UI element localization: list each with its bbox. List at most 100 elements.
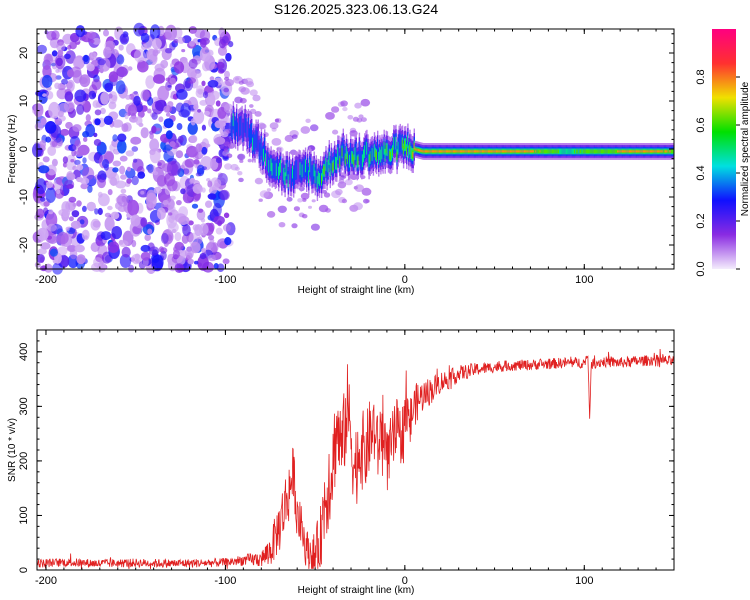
spectrogram-ridge-cell [389,151,392,160]
spectrogram-ridge-cell [621,150,623,153]
spectrogram-noise-cell [104,40,116,51]
spectrogram-ridge-cell [386,143,389,157]
spectrogram-noise-cell [127,104,138,116]
spectrogram-noise-cell [76,254,86,265]
spectrogram-ridge-cell [520,150,522,153]
spectrogram-ridge-cell [440,150,442,153]
spectrogram-ridge-cell [533,150,535,153]
spectrogram-ridge-cell [422,150,424,153]
spectrogram-ridge-cell [459,150,462,153]
spectrogram-noise-cell [193,109,205,125]
spectrogram-ridge-cell [539,150,541,153]
spectrogram-noise-cell [153,74,165,84]
spectrogram-noise-cell [36,254,45,263]
spectrogram-ridge-cell [603,149,605,154]
spectrogram-ridge-cell [638,150,640,153]
spectrogram-ridge-cell [668,150,671,153]
spectrogram-noise-cell [165,130,173,140]
spectrogram-noise-cell [140,244,151,253]
spectrogram-ridge-cell [298,154,300,182]
spectrogram-ridge-cell [414,148,417,151]
spectrogram-ridge-cell [358,141,361,161]
spectrogram-noise-cell [45,90,54,100]
spectrogram-noise-cell [76,164,84,171]
spectrogram-ridge-cell [500,150,503,153]
spectrogram-noise-cell [190,70,202,79]
spectrogram-noise-cell [104,82,113,93]
spectrogram-noise-cell [151,254,164,271]
spectrogram-noise-cell [214,136,226,145]
spectrogram-noise-cell [300,126,311,134]
spectrogram-ridge-cell [449,150,451,153]
spectrogram-noise-cell [149,24,161,40]
spectrogram-noise-cell [70,220,82,229]
spectrogram-noise-cell [335,188,343,196]
spectrogram-noise-cell [68,196,77,203]
spectrogram-noise-cell [249,104,254,108]
spectrogram-ridge-cell [565,148,567,155]
spectrogram-noise-cell [140,217,148,228]
spectrogram-ridge-cell [310,157,312,178]
spectrogram-noise-cell [125,150,135,157]
spectrogram-ridge-cell [330,151,333,172]
spectrogram-noise-cell [35,178,47,195]
spectrogram-noise-cell [112,160,122,167]
spectrogram-noise-cell [189,135,198,143]
spectrogram-noise-cell [76,104,85,115]
spectrogram-ridge-cell [338,144,340,164]
spectrogram-ridge-cell [573,148,575,155]
spectrogram-ridge-cell [458,150,461,153]
spectrogram-noise-cell [185,246,194,260]
spectrogram-noise-cell [266,188,271,192]
spectrogram-ridge-cell [430,150,433,153]
spectrogram-noise-cell [187,258,194,265]
spectrogram-ridge-cell [547,149,549,154]
spectrogram-noise-cell [187,77,196,84]
spectrogram-ridge-cell [322,168,324,182]
spectrogram-noise-cell [176,255,186,265]
spectrogram-ridge-cell [662,150,664,153]
spectrogram-ridge-cell [548,149,550,154]
spectrogram-noise-cell [238,177,244,183]
spectrogram-noise-cell [111,226,122,240]
spectrogram-noise-cell [131,240,137,248]
spectrogram-noise-cell [74,159,81,165]
spectrogram-ridge-cell [492,150,494,153]
spectrogram-ridge-cell [304,159,307,173]
spectrogram-ridge-cell [578,148,580,155]
spectrogram-noise-cell [93,139,102,146]
spectrogram-ridge-cell [332,162,335,171]
spectrogram-noise-cell [254,111,262,117]
spectrogram-ridge-cell [436,150,438,153]
spectrogram-noise-cell [224,237,232,246]
spectrogram-ridge-cell [491,150,493,153]
spectrogram-ridge-cell [457,150,460,153]
spectrogram-ridge-cell [388,151,391,160]
spectrogram-noise-cell [209,76,215,81]
spectrogram-noise-cell [188,220,194,226]
spectrogram-ridge-cell [413,144,415,150]
spectrogram-noise-cell [108,71,119,83]
spectrogram-ridge-cell [381,146,383,160]
spectrogram-noise-cell [147,228,153,235]
spectrogram-ridge-cell [441,150,443,153]
spectrogram-noise-cell [88,90,97,100]
spectrogram-ridge-cell [665,150,667,153]
spectrogram-ridge-cell [370,145,372,166]
spectrogram-ridge-cell [630,150,632,153]
spectrogram-ridge-cell [377,139,379,159]
spectrogram-ridge-cell [464,150,466,153]
spectrogram-noise-cell [51,50,58,57]
spectrogram-ridge-cell [524,150,526,153]
spectrogram-noise-cell [162,199,169,205]
x-tick-label: 100 [575,575,593,587]
spectrogram-ridge-cell [385,145,387,154]
spectrogram-ridge-cell [313,163,315,177]
spectrogram-ridge-cell [371,148,373,161]
spectrogram-noise-cell [199,99,208,106]
colorbar-tick-label: 0.8 [695,69,707,84]
spectrogram-noise-cell [103,115,113,126]
spectrogram-ridge-cell [583,149,586,154]
